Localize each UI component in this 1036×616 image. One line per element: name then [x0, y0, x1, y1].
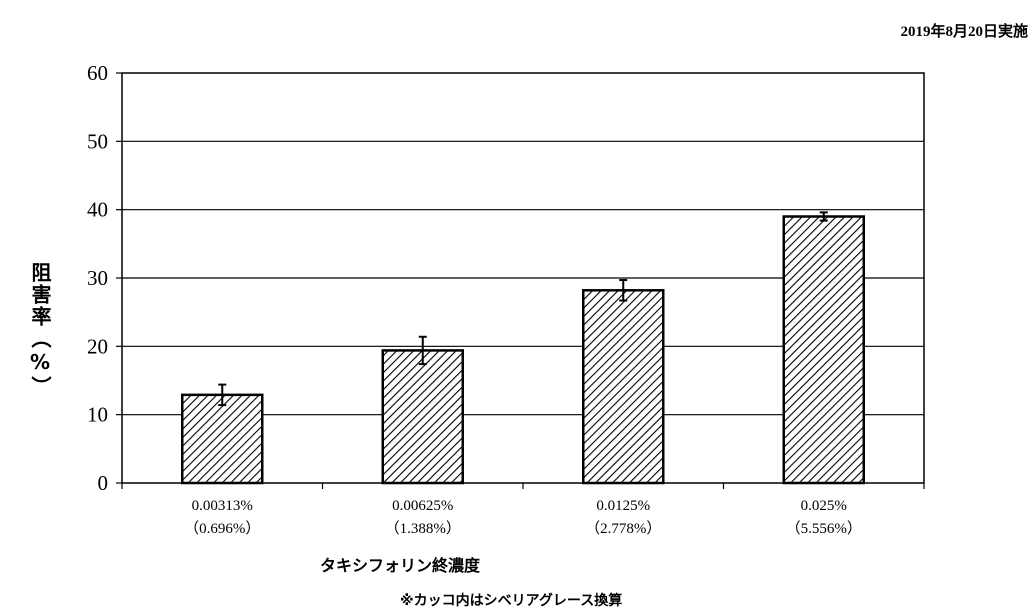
x-tick-sublabel: （5.556%） [786, 520, 862, 537]
y-tick-label: 0 [98, 471, 109, 495]
x-tick-label: 0.00313% [192, 498, 253, 514]
y-tick-label: 10 [87, 403, 108, 427]
y-tick-label: 40 [87, 198, 108, 222]
date-note: 2019年8月20日実施 [900, 24, 1028, 40]
x-tick-label: 0.025% [801, 498, 847, 514]
x-tick-label: 0.00625% [392, 498, 453, 514]
bar [181, 393, 264, 485]
y-tick-label: 20 [87, 334, 108, 358]
y-tick-label: 60 [87, 61, 108, 85]
bar [782, 215, 865, 485]
x-tick-sublabel: （0.696%） [184, 520, 260, 537]
bar [582, 289, 665, 485]
x-tick-sublabel: （2.778%） [585, 520, 661, 537]
x-tick-sublabel: （1.388%） [385, 520, 461, 537]
y-tick-label: 30 [87, 266, 108, 290]
x-axis-label: タキシフォリン終濃度 [320, 556, 481, 575]
y-axis-label: 阻害率（%） [28, 262, 52, 398]
y-tick-label: 50 [87, 129, 108, 153]
x-tick-label: 0.0125% [596, 498, 650, 514]
bar [381, 349, 464, 485]
footnote: ※カッコ内はシベリアグレース換算 [400, 593, 623, 609]
